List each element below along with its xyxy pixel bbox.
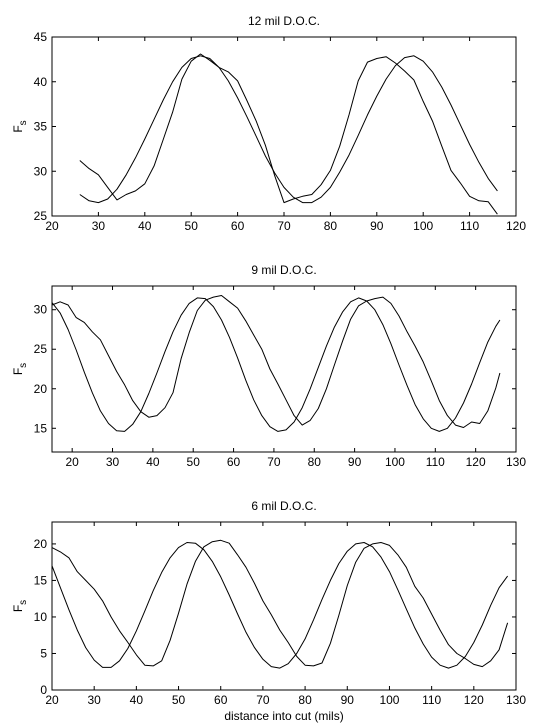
y-tick-label: 15 <box>34 573 48 587</box>
x-tick-label: 120 <box>466 455 486 469</box>
measured-force-line <box>51 539 509 668</box>
measured-force-line <box>79 53 498 215</box>
x-tick-label: 30 <box>88 693 102 707</box>
x-tick-label: 30 <box>106 455 120 469</box>
y-tick-label: 20 <box>34 382 48 396</box>
y-axis-label: Fs <box>11 600 29 612</box>
fitted-sine-line <box>79 55 498 204</box>
x-tick-label: 40 <box>130 693 144 707</box>
x-tick-label: 90 <box>348 455 362 469</box>
x-tick-label: 90 <box>370 219 384 233</box>
x-tick-label: 80 <box>324 219 338 233</box>
panel-title: 12 mil D.O.C. <box>248 14 320 28</box>
y-tick-label: 0 <box>40 683 47 697</box>
x-tick-label: 70 <box>256 693 270 707</box>
x-tick-label: 60 <box>231 219 245 233</box>
y-tick-label: 15 <box>34 421 48 435</box>
fitted-sine-line <box>51 297 501 432</box>
x-tick-label: 110 <box>422 693 441 707</box>
x-tick-label: 120 <box>464 693 484 707</box>
x-tick-label: 100 <box>413 219 433 233</box>
plot-frame <box>51 36 517 217</box>
x-tick-label: 130 <box>506 455 526 469</box>
x-tick-label: 110 <box>460 219 479 233</box>
x-tick-label: 20 <box>45 219 59 233</box>
x-tick-label: 80 <box>298 693 312 707</box>
x-tick-label: 50 <box>185 219 199 233</box>
x-tick-label: 20 <box>65 455 79 469</box>
plot-frame <box>51 285 517 453</box>
y-axis-label: Fs <box>11 363 29 375</box>
x-tick-label: 60 <box>214 693 228 707</box>
plot-frame <box>51 521 517 691</box>
x-tick-label: 80 <box>308 455 322 469</box>
y-tick-label: 25 <box>34 209 48 223</box>
x-tick-label: 20 <box>45 693 59 707</box>
y-tick-label: 30 <box>34 303 48 317</box>
panel-1: 12 mil D.O.C. 20 30 40 50 60 70 80 90 100 110 120 25… <box>11 14 526 233</box>
x-tick-label: 70 <box>277 219 291 233</box>
panel-title: 6 mil D.O.C. <box>251 499 316 513</box>
y-tick-label: 40 <box>34 75 48 89</box>
x-tick-label: 40 <box>138 219 152 233</box>
x-tick-label: 120 <box>506 219 526 233</box>
measured-force-line <box>51 295 501 428</box>
y-tick-label: 25 <box>34 342 48 356</box>
y-axis-label: Fs <box>11 120 29 132</box>
x-tick-label: 70 <box>267 455 281 469</box>
y-tick-label: 20 <box>34 537 48 551</box>
x-tick-label: 110 <box>426 455 445 469</box>
x-tick-label: 100 <box>385 455 405 469</box>
panel-2: 9 mil D.O.C. 20 30 40 50 60 70 80 90 100 110 120 130… <box>11 263 526 469</box>
x-axis-label: distance into cut (mils) <box>224 709 343 723</box>
panel-title: 9 mil D.O.C. <box>251 263 316 277</box>
y-tick-label: 35 <box>34 120 48 134</box>
y-tick-label: 10 <box>34 610 48 624</box>
x-tick-label: 30 <box>92 219 106 233</box>
y-tick-label: 45 <box>34 30 48 44</box>
x-tick-label: 130 <box>506 693 526 707</box>
x-tick-label: 50 <box>172 693 186 707</box>
x-tick-label: 50 <box>187 455 201 469</box>
x-tick-label: 90 <box>341 693 355 707</box>
x-tick-label: 60 <box>227 455 241 469</box>
fitted-sine-line <box>51 542 509 669</box>
panel-3: 6 mil D.O.C.20 30 40 50 60 70 80 90 100 110 120 130… <box>11 499 526 723</box>
y-tick-label: 5 <box>40 646 47 660</box>
x-tick-label: 100 <box>379 693 399 707</box>
x-tick-label: 40 <box>146 455 160 469</box>
y-tick-label: 30 <box>34 164 48 178</box>
